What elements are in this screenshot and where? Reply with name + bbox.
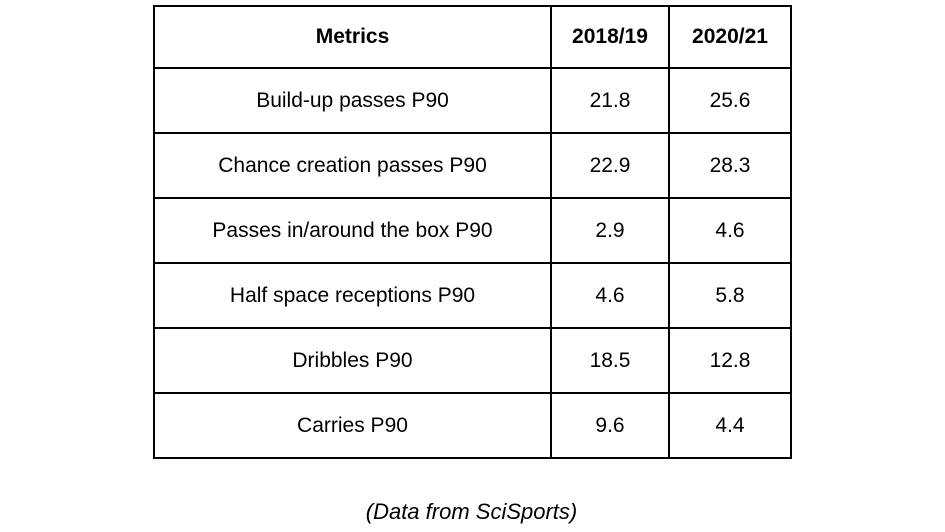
value-cell-2018-19: 2.9 [550, 197, 670, 264]
metrics-table: Metrics 2018/19 2020/21 Build-up passes … [153, 5, 792, 459]
value-cell-2020-21: 5.8 [668, 262, 792, 329]
metric-name-cell: Passes in/around the box P90 [153, 197, 552, 264]
value-cell-2020-21: 4.4 [668, 392, 792, 459]
value-cell-2020-21: 25.6 [668, 67, 792, 134]
table-row: Passes in/around the box P90 2.9 4.6 [153, 197, 792, 264]
header-metrics: Metrics [153, 5, 552, 69]
value-cell-2018-19: 21.8 [550, 67, 670, 134]
value-cell-2020-21: 12.8 [668, 327, 792, 394]
table-header-row: Metrics 2018/19 2020/21 [153, 5, 792, 69]
value-cell-2020-21: 4.6 [668, 197, 792, 264]
value-cell-2018-19: 18.5 [550, 327, 670, 394]
table-row: Half space receptions P90 4.6 5.8 [153, 262, 792, 329]
table-row: Carries P90 9.6 4.4 [153, 392, 792, 459]
metric-name-cell: Chance creation passes P90 [153, 132, 552, 199]
table-row: Chance creation passes P90 22.9 28.3 [153, 132, 792, 199]
header-season-2020-21: 2020/21 [668, 5, 792, 69]
data-source-caption: (Data from SciSports) [365, 499, 578, 524]
value-cell-2018-19: 9.6 [550, 392, 670, 459]
table-row: Build-up passes P90 21.8 25.6 [153, 67, 792, 134]
metric-name-cell: Dribbles P90 [153, 327, 552, 394]
value-cell-2018-19: 22.9 [550, 132, 670, 199]
value-cell-2018-19: 4.6 [550, 262, 670, 329]
header-season-2018-19: 2018/19 [550, 5, 670, 69]
value-cell-2020-21: 28.3 [668, 132, 792, 199]
table-row: Dribbles P90 18.5 12.8 [153, 327, 792, 394]
metric-name-cell: Half space receptions P90 [153, 262, 552, 329]
metric-name-cell: Carries P90 [153, 392, 552, 459]
metric-name-cell: Build-up passes P90 [153, 67, 552, 134]
